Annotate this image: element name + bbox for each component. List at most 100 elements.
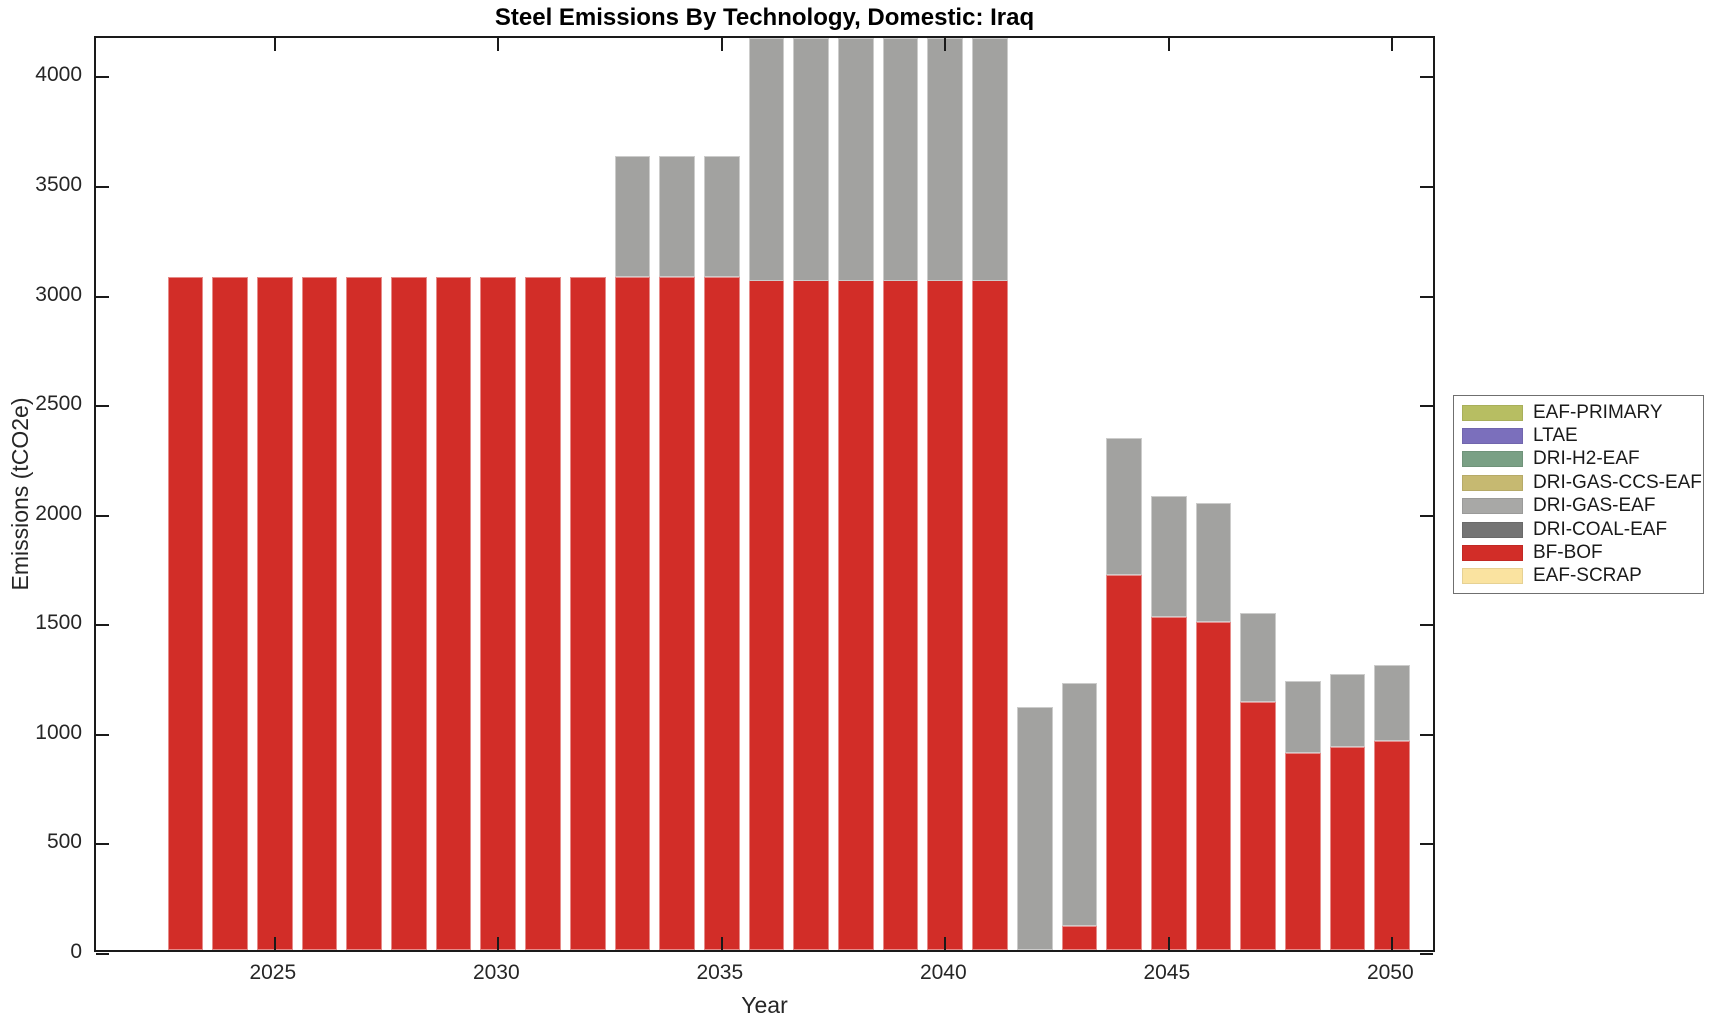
bar-segment-bf-bof-2048 [1285,752,1321,950]
legend-swatch-dri-gas-ccs-eaf [1462,474,1523,491]
bar-segment-bf-bof-2023 [167,277,204,950]
y-tick-right [1420,76,1433,79]
y-tick-left [96,733,109,736]
bar-segment-bf-bof-2025 [256,277,293,950]
x-tick-top [720,38,723,51]
legend-label: EAF-PRIMARY [1533,401,1663,423]
legend-swatch-eaf-scrap [1462,568,1523,585]
bar-segment-dri-gas-eaf-2039 [882,38,919,282]
legend-label: DRI-H2-EAF [1533,448,1640,470]
bar-segment-bf-bof-2029 [435,277,472,950]
x-tick-bottom [944,937,947,950]
legend-swatch-bf-bof [1462,544,1523,561]
y-tick-left [96,624,109,627]
y-tick-left [96,295,109,298]
bar-segment-bf-bof-2027 [346,277,383,950]
x-tick-top [1167,38,1170,51]
y-tick-label: 2000 [35,501,82,525]
legend-label: BF-BOF [1533,541,1603,563]
y-tick-right [1420,186,1433,188]
legend-swatch-ltae [1462,428,1523,445]
bar-segment-bf-bof-2039 [882,277,919,950]
legend-swatch-dri-coal-eaf [1462,521,1523,538]
bar-segment-dri-gas-eaf-2049 [1329,673,1366,748]
bar-segment-dri-gas-eaf-2042 [1016,706,1053,950]
x-tick-bottom [273,937,276,950]
bar-segment-bf-bof-2032 [569,277,606,950]
x-tick-bottom [720,937,723,950]
legend: EAF-PRIMARY LTAE DRI-H2-EAF DRI-GAS-CCS-EAF… [1453,395,1704,594]
bar-segment-bf-bof-2034 [659,277,695,950]
bar-segment-dri-gas-eaf-2034 [659,155,695,278]
y-tick-right [1420,514,1433,517]
bar-segment-bf-bof-2049 [1329,747,1366,950]
y-tick-label: 0 [70,940,82,963]
bar-segment-bf-bof-2030 [480,277,517,950]
bar-segment-dri-gas-eaf-2048 [1285,680,1321,753]
bar-segment-dri-gas-eaf-2044 [1106,438,1142,576]
x-tick-label: 2030 [472,961,520,984]
y-tick-left [96,76,109,79]
bar-segment-dri-gas-eaf-2043 [1061,682,1098,926]
x-tick-label: 2045 [1143,961,1191,984]
bar-segment-dri-gas-eaf-2041 [972,38,1008,282]
bar-segment-bf-bof-2031 [525,277,561,950]
x-tick-bottom [1167,937,1170,950]
x-tick-top [944,38,947,51]
legend-label: DRI-GAS-EAF [1533,495,1656,517]
bar-segment-bf-bof-2047 [1240,702,1277,950]
bar-segment-dri-gas-eaf-2037 [793,38,830,282]
y-tick-label: 2500 [35,392,82,416]
y-tick-right [1420,295,1433,298]
legend-label: DRI-COAL-EAF [1533,518,1668,540]
y-tick-right [1420,843,1433,846]
y-tick-right [1420,624,1433,627]
bar-segment-bf-bof-2028 [391,277,427,950]
x-tick-bottom [497,937,500,950]
y-tick-right [1420,405,1433,408]
bar-segment-bf-bof-2041 [972,277,1008,950]
legend-item-dri-gas-eaf: DRI-GAS-EAF [1462,495,1695,517]
y-tick-label: 500 [46,830,82,854]
legend-item-dri-gas-ccs-eaf: DRI-GAS-CCS-EAF [1462,472,1702,494]
legend-label: EAF-SCRAP [1533,565,1642,587]
x-tick-bottom [1391,937,1394,950]
y-tick-label: 1000 [35,720,82,744]
y-tick-left [96,953,109,955]
legend-swatch-dri-gas-eaf [1462,498,1523,515]
y-tick-right [1420,733,1433,736]
x-tick-label: 2035 [696,961,744,984]
bar-segment-bf-bof-2038 [838,277,874,950]
bar-segment-dri-gas-eaf-2035 [703,155,740,278]
bar-segment-bf-bof-2044 [1106,575,1142,950]
legend-item-dri-coal-eaf: DRI-COAL-EAF [1462,519,1695,541]
bar-segment-dri-gas-eaf-2046 [1195,503,1232,623]
x-tick-top [497,38,500,51]
legend-item-eaf-primary: EAF-PRIMARY [1462,402,1695,424]
y-tick-label: 3000 [35,282,82,306]
x-tick-label: 2025 [249,961,297,984]
bar-segment-bf-bof-2037 [793,277,830,950]
y-tick-left [96,514,109,517]
bar-segment-bf-bof-2050 [1374,740,1411,950]
bar-segment-bf-bof-2035 [703,277,740,950]
y-tick-left [96,186,109,188]
bar-segment-bf-bof-2036 [748,277,785,950]
y-tick-label: 1500 [35,611,82,635]
bar-segment-bf-bof-2024 [212,277,248,950]
bar-segment-bf-bof-2040 [927,277,964,950]
legend-swatch-dri-h2-eaf [1462,451,1523,468]
legend-label: DRI-GAS-CCS-EAF [1533,471,1702,493]
bar-segment-bf-bof-2046 [1195,622,1232,950]
x-tick-label: 2040 [919,961,967,984]
x-axis-label: Year [741,992,788,1018]
bar-segment-dri-gas-eaf-2047 [1240,612,1277,703]
x-tick-top [273,38,276,51]
bar-segment-bf-bof-2026 [301,277,338,950]
bar-segment-bf-bof-2043 [1061,925,1098,950]
legend-label: LTAE [1533,425,1578,447]
bar-segment-dri-gas-eaf-2038 [838,38,874,282]
y-tick-left [96,405,109,408]
bar-segment-dri-gas-eaf-2036 [748,38,785,282]
